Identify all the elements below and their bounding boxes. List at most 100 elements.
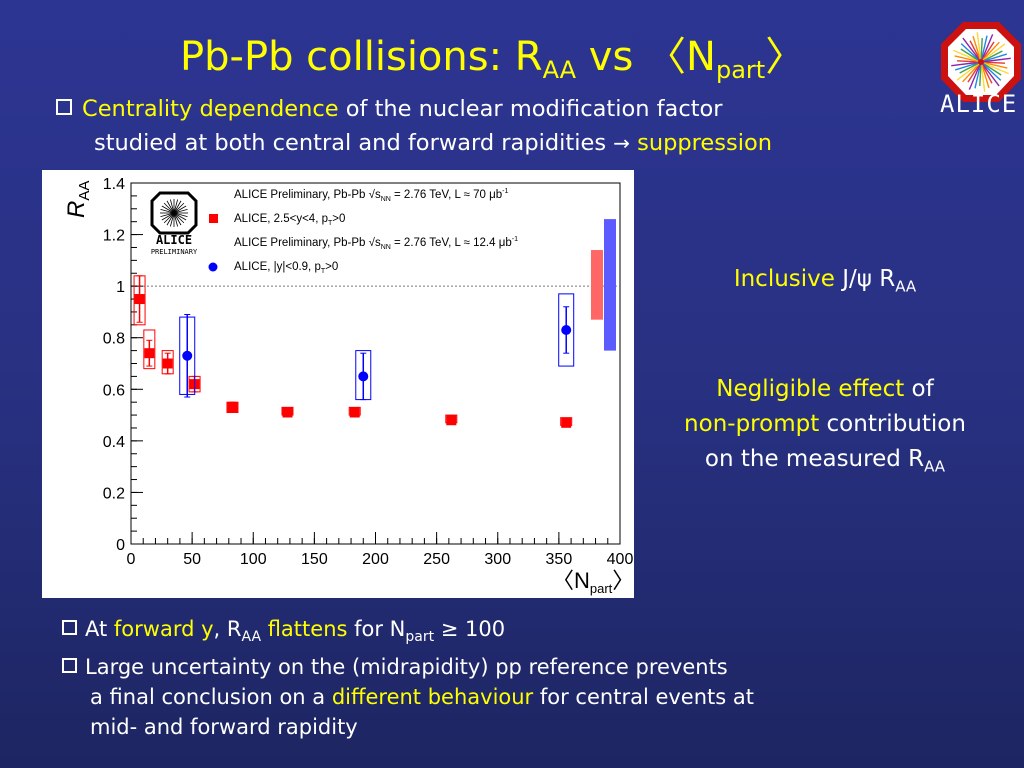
x-tick-label: 350 xyxy=(546,551,573,568)
x-tick-label: 150 xyxy=(301,551,328,568)
data-point-forward xyxy=(134,294,145,305)
logo-ray xyxy=(974,61,982,89)
logo-ray xyxy=(953,49,982,63)
alice-logo-text: ALICE xyxy=(940,90,1018,118)
note-nonprompt: Negligible effect of non-prompt contribu… xyxy=(684,376,966,476)
data-point-forward xyxy=(446,415,457,426)
logo-ray xyxy=(163,202,175,214)
logo-ray xyxy=(980,43,1006,63)
y-tick-label: 0.8 xyxy=(103,331,125,348)
logo-ray xyxy=(173,205,187,214)
x-tick-label: 200 xyxy=(362,551,389,568)
y-axis-title: RAA xyxy=(63,181,93,218)
bottom-bullet-2-line3: mid- and forward rapidity xyxy=(90,715,358,740)
logo-ray xyxy=(163,212,175,224)
y-tick-label: 0.6 xyxy=(103,382,125,399)
bottom-bullet-2-line2: a final conclusion on a different behavi… xyxy=(90,685,754,710)
legend-entry: ALICE, |y|<0.9, pT>0 xyxy=(234,261,338,275)
logo-ray xyxy=(173,200,182,214)
logo-ray xyxy=(160,208,175,214)
logo-ray xyxy=(972,35,982,63)
y-tick-label: 1.2 xyxy=(103,228,125,245)
logo-ray xyxy=(980,34,994,63)
logo-ray xyxy=(980,61,1008,69)
y-tick-label: 0.4 xyxy=(103,434,125,451)
logo-ray xyxy=(173,212,187,221)
raa-plot: 0 0.2 0.4 0.6 0.8 1 1.2 1.4 0 50 100 150 200 250 300 35… xyxy=(42,170,634,598)
bottom-bullet-1: At forward y, RAA flattens for Npart ≥ 1… xyxy=(62,614,962,652)
y-tick-label: 1 xyxy=(116,279,125,296)
logo-ray xyxy=(173,212,179,227)
top-bullet: Centrality dependence of the nuclear mod… xyxy=(56,92,966,160)
logo-ray xyxy=(169,199,175,214)
data-point-forward xyxy=(227,402,238,413)
data-point-midrapidity xyxy=(358,371,369,382)
logo-ray xyxy=(980,61,986,92)
top-bullet-line1: Centrality dependence of the nuclear mod… xyxy=(56,92,966,126)
logo-ray xyxy=(161,212,175,221)
data-point-midrapidity xyxy=(561,324,572,335)
x-tick-label: 300 xyxy=(484,551,511,568)
logo-ray xyxy=(169,212,175,227)
x-tick-label: 100 xyxy=(240,551,267,568)
x-tick-label: 0 xyxy=(127,551,136,568)
logo-ray xyxy=(166,200,175,214)
logo-ray xyxy=(173,212,182,226)
legend-entry: ALICE Preliminary, Pb-Pb √sNN = 2.76 TeV… xyxy=(234,236,518,251)
note-inclusive: Inclusive J/ψ RAA xyxy=(733,266,917,296)
logo-ray xyxy=(173,212,188,218)
logo-ray xyxy=(166,212,175,226)
global-uncertainty-box xyxy=(604,219,616,351)
logo-ray xyxy=(980,61,990,89)
slide-title: Pb-Pb collisions: RAA vs 〈Npart〉 xyxy=(180,34,806,84)
top-bullet-line2: studied at both central and forward rapi… xyxy=(94,130,772,156)
x-axis-title: 〈Npart〉 xyxy=(552,568,634,596)
alice-preliminary-logo-frame xyxy=(150,191,198,235)
legend-entry: ALICE, 2.5<y<4, pT>0 xyxy=(234,213,345,227)
y-tick-label: 0.2 xyxy=(103,485,125,502)
logo-ray xyxy=(954,55,982,63)
checkbox-bullet-icon xyxy=(62,620,77,635)
logo-ray xyxy=(980,57,1011,63)
logo-ray xyxy=(962,61,982,83)
raa-chart-svg: 0 0.2 0.4 0.6 0.8 1 1.2 1.4 0 50 100 150 200 250 300 35… xyxy=(63,176,634,596)
logo-ray xyxy=(160,212,175,218)
logo-ray xyxy=(954,61,982,71)
logo-ray xyxy=(980,61,1002,81)
bottom-bullet-2: Large uncertainty on the (midrapidity) p… xyxy=(62,652,962,682)
logo-ray xyxy=(962,37,982,63)
data-point-forward xyxy=(282,407,293,418)
checkbox-bullet-icon xyxy=(62,658,77,674)
logo-ray xyxy=(173,202,185,214)
logo-ray xyxy=(173,212,185,224)
y-tick-label: 0 xyxy=(116,537,125,554)
logo-ray xyxy=(951,61,982,67)
logo-ray xyxy=(968,61,982,90)
syst-error-box xyxy=(143,329,156,370)
data-point-midrapidity xyxy=(182,350,193,361)
bottom-bullets: At forward y, RAA flattens for Npart ≥ 1… xyxy=(62,614,962,742)
data-point-forward xyxy=(349,407,360,418)
logo-ray xyxy=(980,35,988,63)
logo-ray xyxy=(173,208,188,214)
y-tick-label: 1.4 xyxy=(103,176,125,193)
logo-ray xyxy=(976,32,982,63)
preliminary-logo-subtext: PRELIMINARY xyxy=(151,248,198,256)
alice-logo xyxy=(941,22,1021,102)
data-point-forward xyxy=(162,358,173,369)
data-point-forward xyxy=(144,348,155,359)
x-tick-label: 250 xyxy=(423,551,450,568)
legend-marker-forward xyxy=(209,214,218,223)
legend-entry: ALICE Preliminary, Pb-Pb √sNN = 2.76 TeV… xyxy=(234,188,508,203)
logo-ray xyxy=(980,53,1008,63)
syst-error-box xyxy=(558,293,575,367)
arrow-right-icon: → xyxy=(613,131,630,155)
logo-ray xyxy=(960,43,982,63)
x-tick-label: 50 xyxy=(183,551,201,568)
checkbox-bullet-icon xyxy=(56,99,72,115)
logo-ray xyxy=(161,205,175,214)
legend-marker-midrapidity xyxy=(208,262,218,272)
logo-ray xyxy=(980,41,1000,63)
data-point-forward xyxy=(561,417,572,428)
logo-ray xyxy=(980,61,1009,75)
